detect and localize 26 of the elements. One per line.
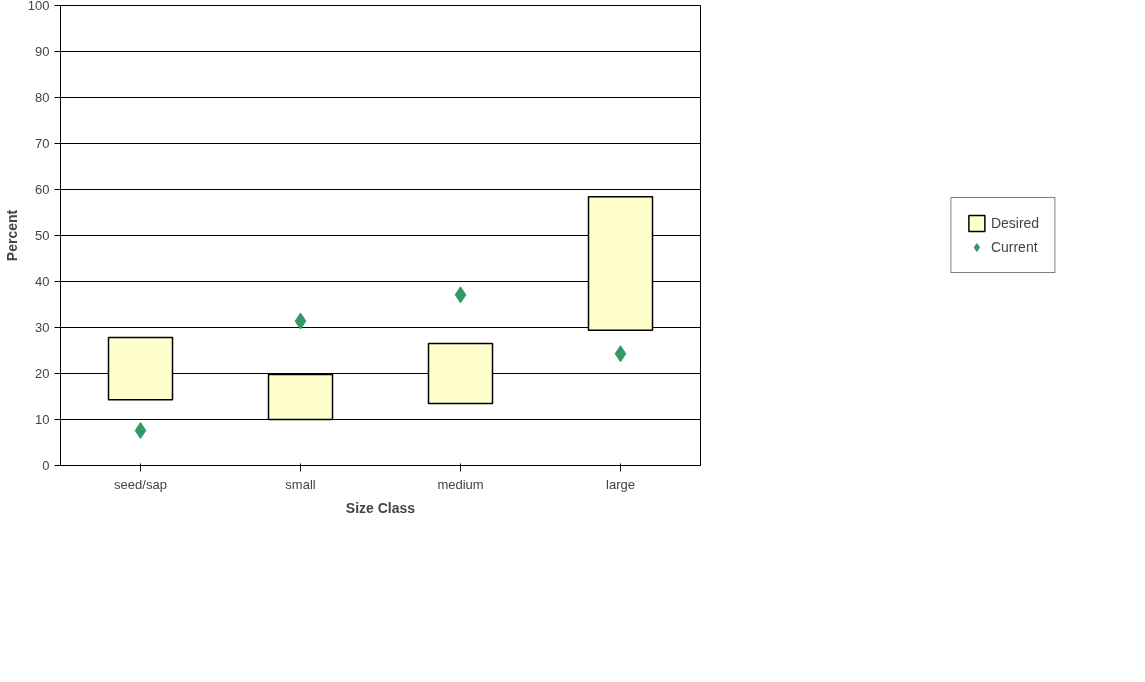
y-axis-title: Percent [3,209,20,262]
y-tick-label: 60 [35,182,50,197]
x-tick-label: seed/sap [114,476,167,492]
x-tick-label: medium [437,476,484,492]
y-tick-label: 20 [35,366,50,381]
x-tick-label: small [285,476,316,492]
point [294,312,307,330]
point [134,422,147,440]
y-tick-label: 90 [35,44,50,59]
point [454,286,467,304]
y-tick-label: 30 [35,320,50,335]
point [614,345,627,363]
y-tick-label: 0 [42,458,50,473]
y-tick-label: 10 [35,412,50,427]
bar [427,342,494,405]
y-tick-label: 50 [35,228,50,243]
y-tick-label: 100 [27,0,50,13]
x-axis-title: Size Class [345,499,416,516]
bar [107,336,174,401]
bar [587,196,654,332]
y-tick-label: 40 [35,274,50,289]
x-tick-label: large [606,476,635,492]
legend-label: Desired [990,215,1040,231]
y-tick-label: 80 [35,90,50,105]
y-tick-label: 70 [35,136,50,151]
legend-label: Current [990,239,1038,255]
